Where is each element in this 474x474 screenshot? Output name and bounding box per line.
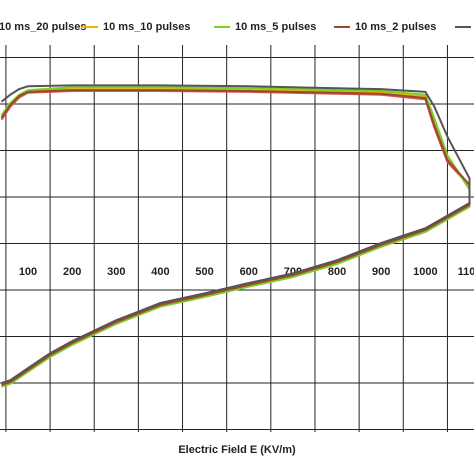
- series-line: [0, 84, 471, 384]
- x-tick-label: 400: [151, 266, 169, 278]
- x-tick-label: 600: [240, 266, 258, 278]
- series-line: [0, 86, 471, 388]
- x-tick-label: 1100: [458, 266, 474, 278]
- x-tick-label: 100: [19, 266, 37, 278]
- legend-label: 10 ms_2 pulses: [355, 21, 436, 33]
- x-tick-label: 800: [328, 266, 346, 278]
- x-axis-title: Electric Field E (KV/m): [178, 444, 296, 456]
- x-tick-label: 900: [372, 266, 390, 278]
- x-tick-label: 1000: [413, 266, 437, 278]
- series-line: [0, 89, 471, 386]
- x-tick-label: 500: [195, 266, 213, 278]
- x-tick-label: 200: [63, 266, 81, 278]
- x-tick-label: 300: [107, 266, 125, 278]
- legend-background: [0, 0, 474, 42]
- legend-label: 10 ms_10 pulses: [103, 21, 190, 33]
- legend-label: 10 ms_5 pulses: [235, 21, 316, 33]
- legend-label: 10 ms_20 pulses: [0, 21, 86, 33]
